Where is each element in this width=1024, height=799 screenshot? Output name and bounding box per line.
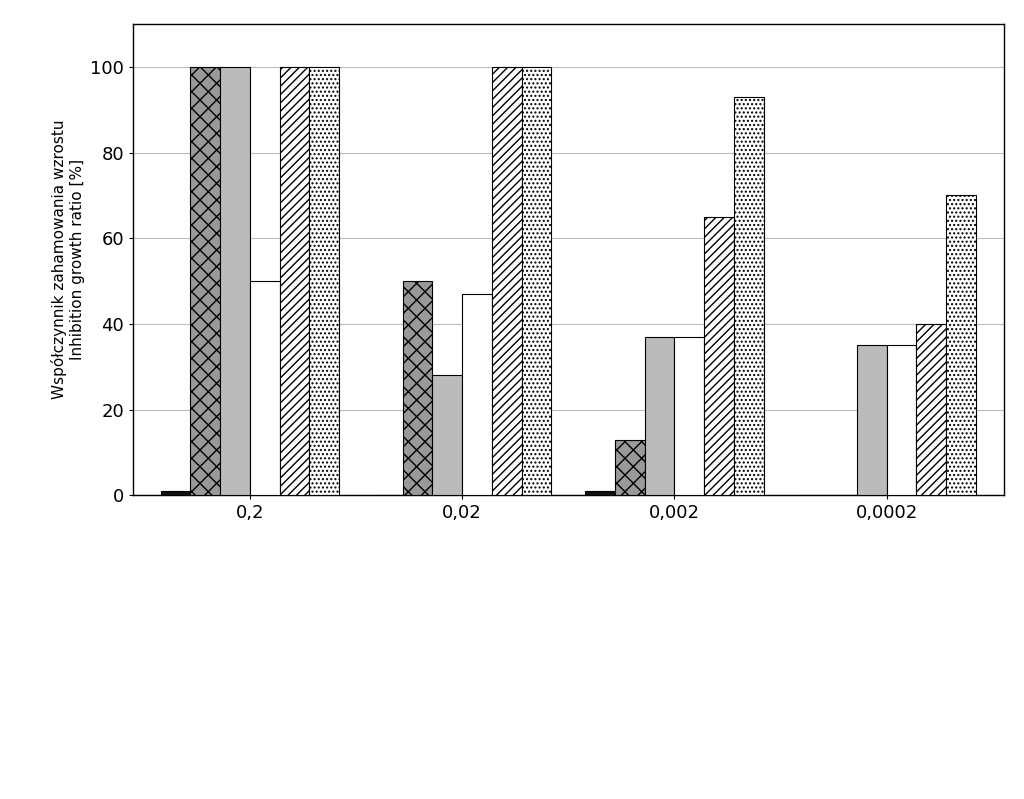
- Bar: [492, 67, 521, 495]
- Bar: [916, 324, 946, 495]
- Bar: [402, 281, 432, 495]
- Bar: [309, 67, 339, 495]
- Bar: [220, 67, 250, 495]
- Y-axis label: Współczynnik zahamowania wzrostu
Inhibition growth ratio [%]: Współczynnik zahamowania wzrostu Inhibit…: [51, 120, 85, 400]
- Bar: [280, 67, 309, 495]
- Bar: [161, 491, 190, 495]
- Bar: [250, 281, 280, 495]
- Bar: [645, 337, 675, 495]
- Bar: [615, 439, 645, 495]
- Bar: [887, 345, 916, 495]
- Bar: [675, 337, 705, 495]
- Bar: [462, 294, 492, 495]
- Bar: [432, 376, 462, 495]
- Bar: [734, 97, 764, 495]
- Bar: [857, 345, 887, 495]
- Bar: [190, 67, 220, 495]
- Bar: [946, 196, 976, 495]
- Bar: [521, 67, 551, 495]
- Bar: [705, 217, 734, 495]
- Bar: [586, 491, 615, 495]
